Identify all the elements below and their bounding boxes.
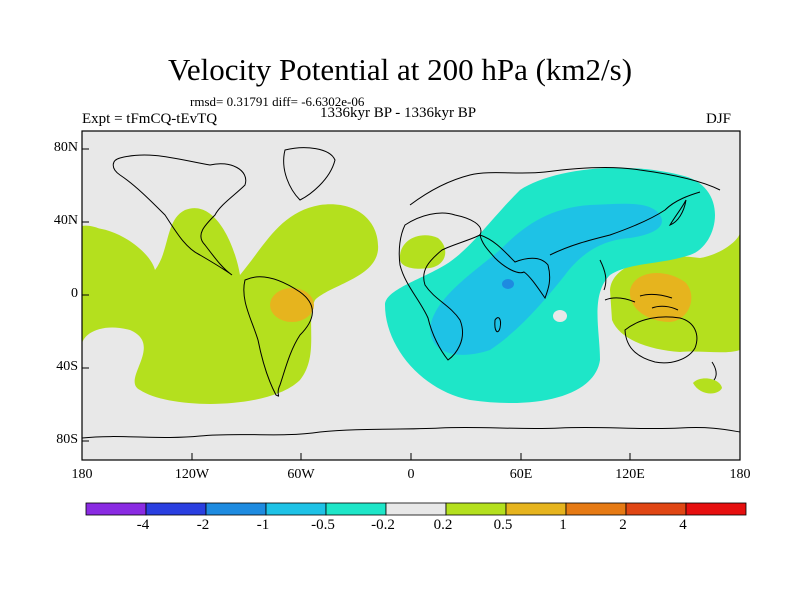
- colorbar-label: 0.2: [433, 517, 453, 533]
- season-label: DJF: [706, 111, 732, 127]
- colorbar-label: -0.5: [311, 517, 335, 533]
- colorbar-cell: [325, 502, 387, 516]
- x-tick-180e: 180: [729, 467, 751, 482]
- map-title: Velocity Potential at 200 hPa (km2/s): [167, 52, 633, 87]
- period-label: 1336kyr BP - 1336kyr BP: [320, 105, 477, 121]
- colorbar-label: -4: [136, 517, 150, 533]
- colorbar-cell: [205, 502, 267, 516]
- experiment-label: Expt = tFmCQ-tEvTQ: [82, 111, 218, 127]
- colorbar-label: 4: [679, 517, 687, 533]
- colorbar: [85, 502, 747, 516]
- x-tick-60e: 60E: [509, 467, 533, 482]
- map-panel: [81, 130, 741, 461]
- stats-label: rmsd= 0.31791 diff= -6.6302e-06: [190, 94, 365, 109]
- positive-anomaly-south-pacific: [693, 378, 722, 394]
- negative-anomaly-patch: [502, 279, 514, 289]
- colorbar-label: 0.5: [493, 517, 513, 533]
- positive-anomaly-west-pacific: [82, 225, 150, 295]
- colorbar-cell: [505, 502, 567, 516]
- coastlines: [82, 147, 740, 439]
- positive-anomaly-americas: [82, 204, 379, 404]
- colorbar-cell: [265, 502, 327, 516]
- positive-anomaly-indonesia: [629, 272, 692, 322]
- colorbar-cell: [85, 502, 147, 516]
- colorbar-label: 1: [559, 517, 567, 533]
- y-tick-0: 0: [71, 286, 78, 301]
- neutral-patch: [553, 310, 567, 322]
- x-tick-120w: 120W: [174, 467, 210, 482]
- y-tick-40s: 40S: [56, 359, 78, 374]
- x-tick-180w: 180: [71, 467, 93, 482]
- colorbar-cell: [145, 502, 207, 516]
- y-tick-80n: 80N: [53, 140, 78, 155]
- axis-ticks: [81, 148, 741, 460]
- positive-anomaly-amazon: [270, 288, 314, 322]
- x-tick-60w: 60W: [287, 467, 315, 482]
- negative-anomaly-indian-ocean: [430, 203, 662, 355]
- colorbar-cell: [565, 502, 627, 516]
- colorbar-cell: [685, 502, 747, 516]
- colorbar-cell: [625, 502, 687, 516]
- x-tick-120e: 120E: [615, 467, 645, 482]
- colorbar-label: -2: [196, 517, 210, 533]
- y-tick-80s: 80S: [56, 432, 78, 447]
- colorbar-label: -1: [256, 517, 270, 533]
- colorbar-cell: [445, 502, 507, 516]
- positive-anomaly-north-atlantic: [399, 235, 446, 269]
- x-tick-0: 0: [407, 467, 415, 482]
- colorbar-label: -0.2: [371, 517, 395, 533]
- y-tick-40n: 40N: [53, 213, 78, 228]
- colorbar-label: 2: [619, 517, 627, 533]
- colorbar-cell: [385, 502, 447, 516]
